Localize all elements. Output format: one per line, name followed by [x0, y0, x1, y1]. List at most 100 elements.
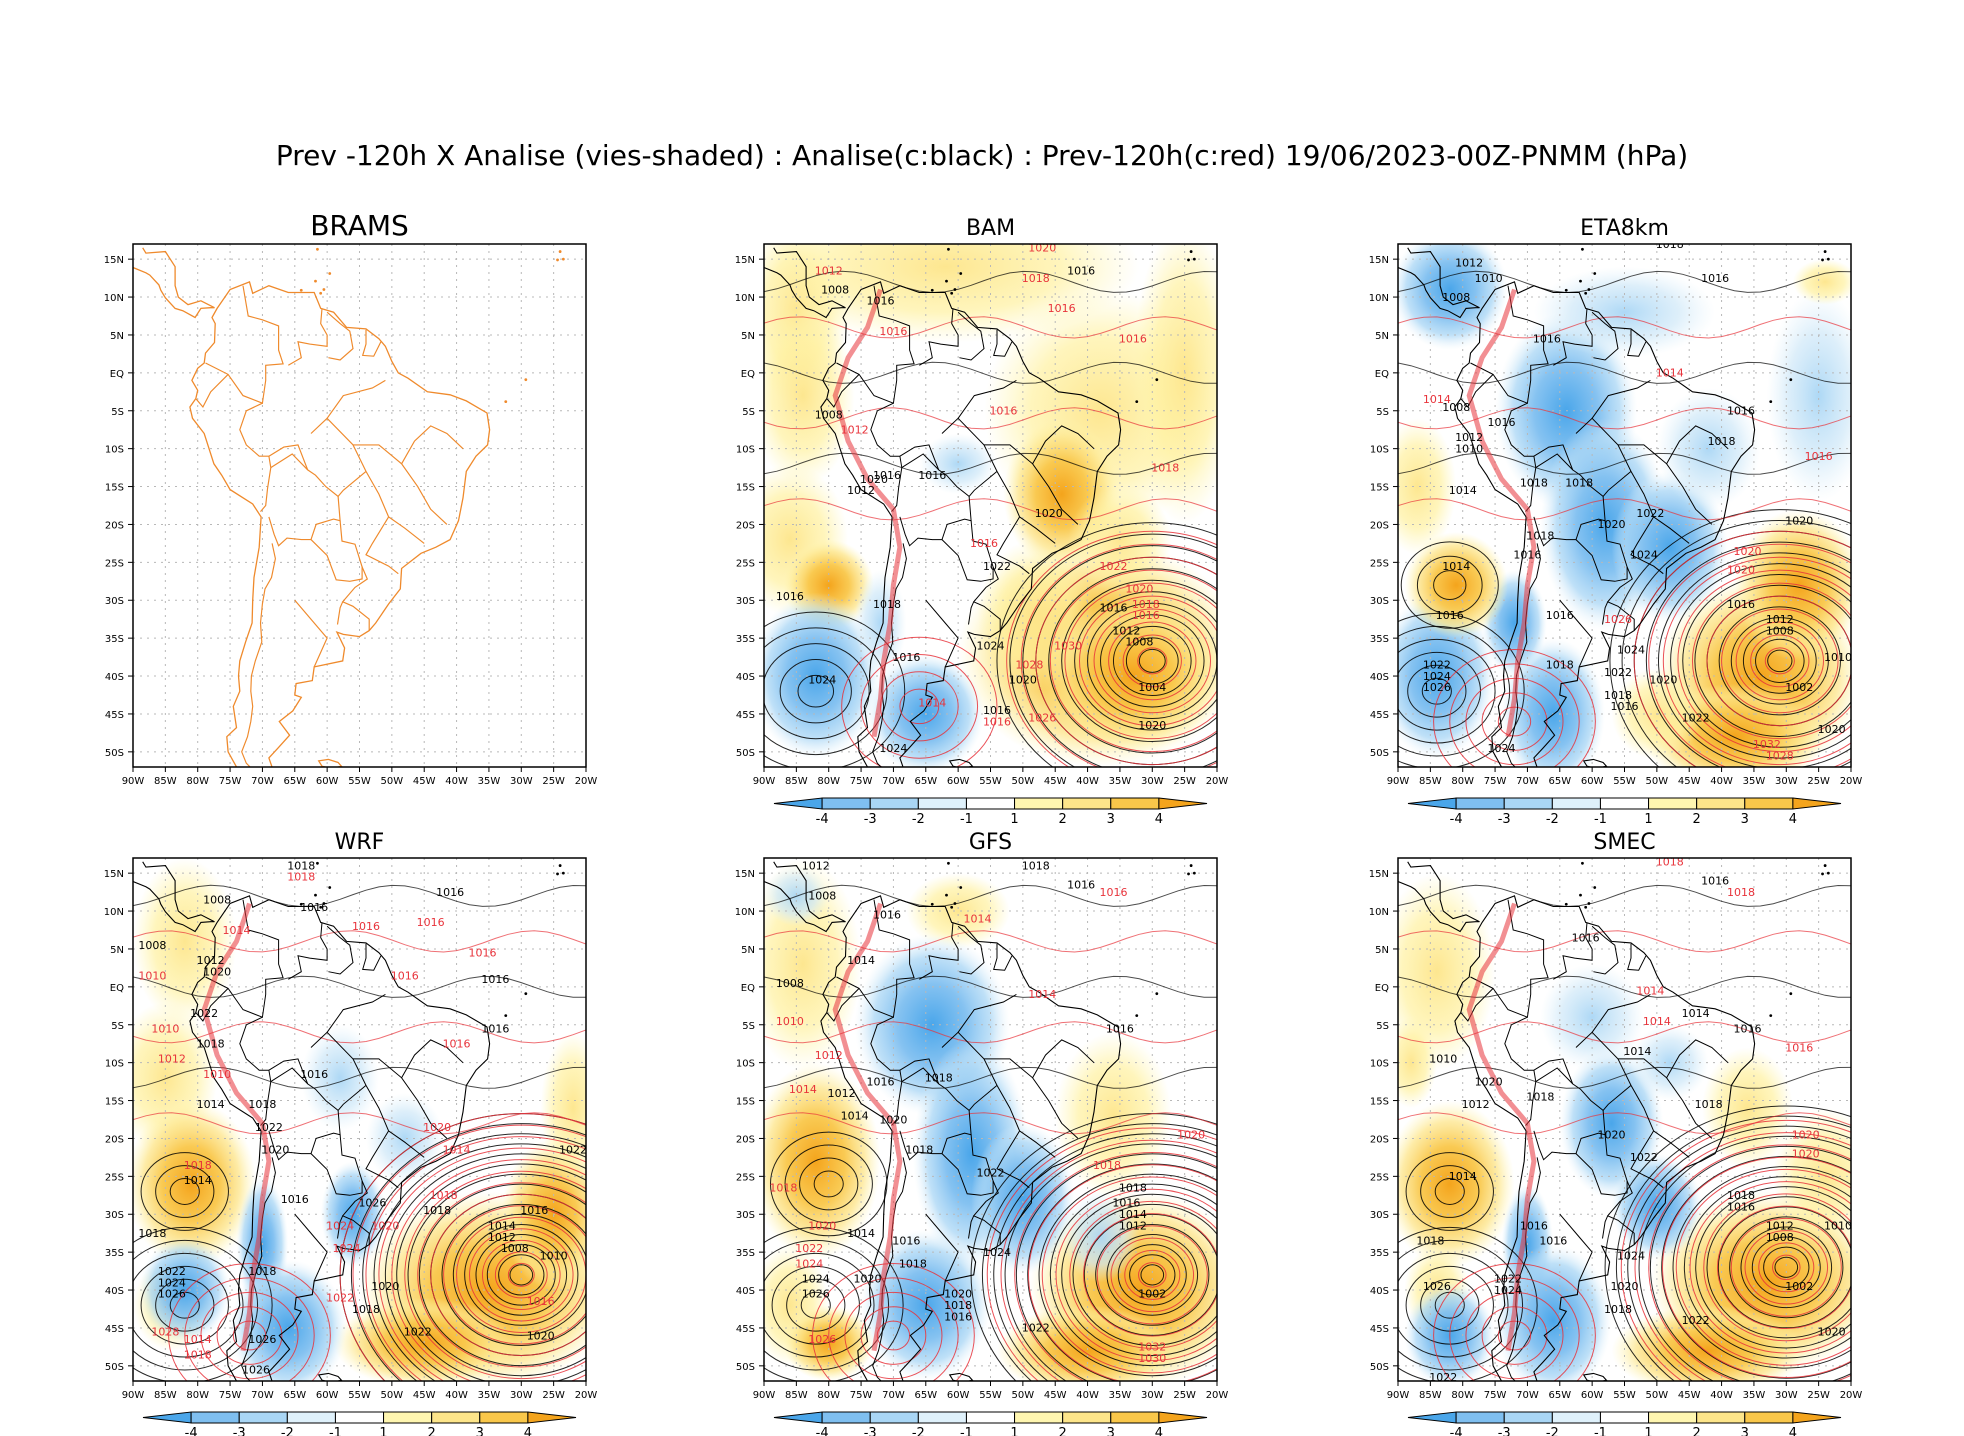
coastline — [1582, 758, 1608, 767]
contour-label: 1018 — [197, 1037, 225, 1050]
y-tick-label: 40S — [736, 1286, 755, 1297]
y-tick-label: 10N — [1369, 907, 1389, 918]
contour-label: 1014 — [184, 1333, 212, 1346]
colorbar-label: 3 — [1741, 812, 1749, 827]
isobar-contour — [464, 1223, 579, 1326]
island — [1826, 257, 1830, 261]
x-tick-label: 65W — [1548, 776, 1571, 787]
x-tick-label: 75W — [850, 1390, 873, 1401]
isobar-contour — [1621, 520, 1851, 767]
coastline — [820, 281, 1122, 767]
isobar-contour — [764, 611, 906, 767]
colorbar-label: -4 — [1450, 812, 1463, 827]
country-border — [336, 601, 344, 625]
colorbar: -4 -3 -2 -1 1 2 3 4 — [142, 1411, 577, 1436]
coastline — [948, 1372, 974, 1381]
contour-label: 1016 — [1436, 609, 1464, 622]
colorbar-label: 4 — [1789, 1426, 1797, 1436]
island — [1135, 1014, 1139, 1018]
contour-label: 1018 — [1656, 856, 1684, 869]
contour-label: 1018 — [287, 859, 315, 872]
country-border — [310, 520, 363, 582]
colorbar-swatch — [383, 1411, 433, 1424]
country-border — [362, 943, 382, 971]
isobar-contour — [441, 1203, 586, 1346]
isobar-contour — [1117, 1244, 1187, 1306]
bias-shading — [1061, 1191, 1140, 1283]
island — [1579, 893, 1582, 897]
x-tick-label: 75W — [219, 776, 242, 787]
x-tick-label: 70W — [882, 1390, 905, 1401]
contour-label: 1016 — [300, 1068, 328, 1081]
contour-label: 1018 — [184, 1348, 212, 1361]
contour-label: 1022 — [977, 1166, 1005, 1179]
x-tick-label: 25W — [1807, 1390, 1830, 1401]
contour-label: 1012 — [815, 1049, 843, 1062]
isobar-contour — [764, 1112, 1217, 1135]
y-tick-label: 15N — [1369, 255, 1389, 266]
isobar-contour — [993, 1133, 1217, 1381]
country-border — [984, 1058, 1079, 1139]
andes-contours — [201, 902, 272, 1352]
contour-label: 1018 — [248, 1098, 276, 1111]
isobar-contour — [1662, 556, 1851, 766]
x-tick-label: 65W — [914, 776, 937, 787]
contour-label: 1016 — [983, 704, 1011, 717]
x-tick-label: 45W — [1678, 776, 1701, 787]
isobar-contour — [133, 1112, 586, 1135]
coastline — [764, 247, 846, 319]
x-tick-label: 85W — [1419, 776, 1442, 787]
contour-label: 1016 — [866, 295, 894, 308]
country-border — [941, 1134, 994, 1196]
country-border — [1591, 993, 1651, 1033]
contour-label: 1016 — [1132, 609, 1160, 622]
contour-label: 1018 — [1565, 477, 1593, 490]
contour-label: 1016 — [1546, 609, 1574, 622]
contour-label: 1026 — [248, 1333, 276, 1346]
isobar-contour — [1758, 1242, 1815, 1293]
colorbar-swatch — [1744, 1411, 1794, 1424]
country-border — [993, 329, 1013, 357]
island — [314, 279, 317, 283]
y-tick-label: 15N — [104, 255, 124, 266]
contour-label: 1016 — [281, 1193, 309, 1206]
island — [504, 1014, 508, 1018]
bias-shading — [1533, 266, 1716, 358]
isobar-contour — [764, 1239, 890, 1371]
island — [1584, 291, 1588, 295]
colorbar-label: -4 — [185, 1426, 198, 1436]
isobar-contour — [1764, 647, 1795, 675]
coastline — [1398, 247, 1480, 319]
bias-shading — [1656, 388, 1761, 510]
contour-label: 1012 — [828, 1087, 856, 1100]
coastline — [133, 861, 215, 933]
bias-shading — [919, 433, 997, 495]
isobar-contour — [1755, 638, 1805, 683]
country-border — [899, 444, 940, 471]
isobar-contour — [784, 1144, 873, 1224]
coastline — [948, 758, 974, 767]
y-tick-label: 30S — [105, 1210, 124, 1221]
y-tick-label: 45S — [105, 710, 124, 721]
contour-label: 1024 — [802, 1272, 830, 1285]
isobar-contour — [764, 316, 1217, 339]
y-tick-label: 10N — [104, 293, 124, 304]
contour-label: 1018 — [1695, 1098, 1723, 1111]
contour-label: 1016 — [1067, 264, 1095, 277]
x-tick-label: 45W — [1044, 1390, 1067, 1401]
coastline — [189, 895, 491, 1381]
contour-label: 1008 — [808, 890, 836, 903]
island — [561, 257, 565, 261]
island — [945, 279, 948, 283]
country-border — [1618, 444, 1713, 525]
isobar-contour — [1041, 1176, 1217, 1374]
isobar-contour — [1004, 1143, 1217, 1381]
island — [1593, 886, 1597, 889]
isobar-contour — [844, 1291, 943, 1380]
contour-label: 1008 — [501, 1242, 529, 1255]
x-tick-label: 80W — [817, 776, 840, 787]
panel-title: BRAMS — [310, 209, 409, 242]
contour-label: 1024 — [808, 674, 836, 687]
contour-label: 1010 — [151, 1022, 179, 1035]
country-border — [1602, 1215, 1609, 1239]
